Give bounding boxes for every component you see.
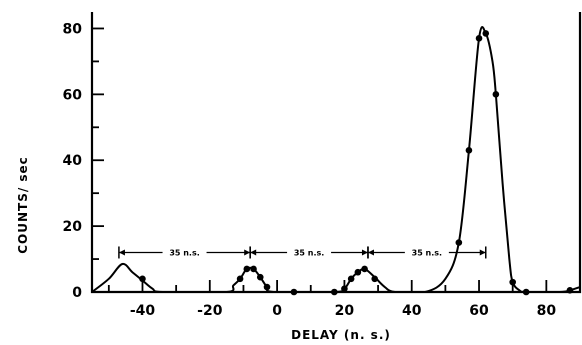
data-point [455, 239, 463, 246]
x-tick-label: -20 [197, 303, 223, 319]
y-tick-label: 0 [72, 285, 82, 301]
arrowhead [479, 249, 486, 256]
x-tick-label: 0 [272, 303, 282, 319]
x-tick-label: 20 [335, 303, 355, 319]
x-axis-title: DELAY (n. s.) [291, 328, 391, 342]
x-tick-labels: -40 -20 0 20 40 60 80 [130, 303, 557, 319]
data-point [509, 278, 516, 286]
spacing-label: 35 n.s. [169, 248, 199, 257]
axes-frame [90, 12, 582, 294]
data-point [361, 265, 368, 273]
arrowhead [361, 249, 368, 256]
y-tick-label: 20 [63, 219, 83, 235]
data-point [492, 91, 500, 98]
data-point [256, 273, 264, 281]
data-point [250, 265, 257, 273]
spacing-annotation: 35 n.s. [118, 246, 251, 259]
y-axis-title: COUNTS/ sec [16, 156, 30, 254]
data-point [139, 275, 146, 283]
y-tick-label: 80 [63, 21, 83, 37]
data-point [236, 275, 244, 283]
arrowhead [244, 249, 251, 256]
data-point [354, 268, 362, 276]
x-tick-label: -40 [130, 303, 156, 319]
arrowhead [250, 249, 257, 256]
arrowhead [118, 249, 125, 256]
data-point [243, 265, 251, 273]
spacing-annotation: 35 n.s. [249, 246, 369, 259]
y-tick-labels: 0 20 40 60 80 [63, 21, 83, 301]
data-point [475, 35, 483, 42]
x-tick-label: 40 [402, 303, 422, 319]
spacing-annotation: 35 n.s. [367, 246, 487, 259]
spacing-label: 35 n.s. [294, 248, 324, 257]
y-tick-label: 40 [63, 153, 83, 169]
annotation-layer: 35 n.s. 35 n.s. 35 n.s. [118, 246, 487, 259]
axes-layer [90, 12, 582, 294]
data-point [465, 147, 473, 154]
data-point [347, 275, 355, 283]
x-tick-label: 60 [469, 303, 489, 319]
data-point [371, 275, 379, 283]
x-tick-label: 80 [537, 303, 557, 319]
y-tick-label: 60 [63, 87, 83, 103]
data-point [263, 283, 271, 291]
data-point [482, 30, 490, 37]
spacing-label: 35 n.s. [412, 248, 442, 257]
arrowhead [367, 249, 374, 256]
